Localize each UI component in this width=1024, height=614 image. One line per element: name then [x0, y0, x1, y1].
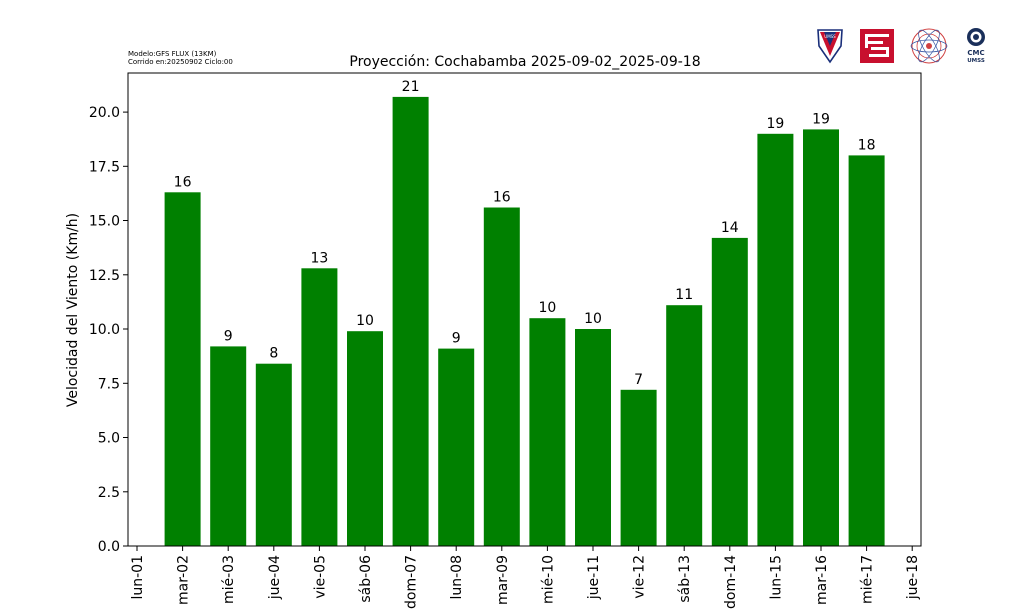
- data-label: 10: [538, 300, 556, 316]
- y-tick-label: 7.5: [98, 376, 120, 392]
- x-tick-label: sáb-13: [677, 555, 693, 603]
- data-label: 11: [675, 287, 693, 303]
- bar: [392, 96, 429, 547]
- bar: [575, 329, 611, 546]
- x-tick-label: vie-05: [312, 555, 328, 599]
- svg-text:CMC: CMC: [967, 49, 984, 57]
- y-axis-label: Velocidad del Viento (Km/h): [65, 213, 81, 407]
- x-tick-label: mar-09: [495, 555, 511, 605]
- x-tick-label: lun-15: [768, 555, 784, 600]
- data-label: 21: [402, 79, 420, 95]
- data-labels: 16 9 8 13 10 21 9 16 10 10 7 11 14 19 19 18: [174, 79, 876, 388]
- bar: [666, 305, 703, 546]
- logo-strip: UMSS CMC UMSS: [815, 26, 989, 66]
- data-label: 18: [858, 137, 876, 153]
- run-info: Corrido en:20250902 Ciclo:00: [128, 58, 233, 66]
- data-label: 16: [493, 190, 511, 206]
- bar: [301, 268, 338, 546]
- umss-shield-logo: UMSS: [817, 29, 843, 64]
- bar: [620, 389, 657, 546]
- x-tick-label: jue-11: [586, 555, 602, 600]
- y-tick-label: 0.0: [98, 539, 120, 555]
- x-tick-label: dom-14: [723, 555, 739, 609]
- x-tick-label: jue-18: [905, 555, 921, 600]
- x-tick-label: mar-02: [176, 555, 192, 605]
- x-tick-label: mié-03: [221, 555, 237, 604]
- bar: [848, 155, 885, 546]
- bar: [255, 363, 292, 546]
- data-label: 9: [224, 328, 233, 344]
- bar: [757, 133, 794, 547]
- data-label: 10: [356, 313, 374, 329]
- bar: [711, 237, 748, 546]
- cmc-logo: CMC UMSS: [967, 28, 985, 64]
- y-tick-label: 20.0: [89, 105, 120, 121]
- y-tick-label: 17.5: [89, 159, 120, 175]
- bar: [803, 129, 839, 546]
- x-tick-label: sáb-06: [358, 555, 374, 603]
- x-tick-label: mié-10: [540, 555, 556, 604]
- bar: [483, 207, 520, 546]
- x-tick-label: vie-12: [632, 555, 648, 599]
- data-label: 8: [269, 346, 278, 362]
- data-label: 10: [584, 311, 602, 327]
- chart-title: Proyección: Cochabamba 2025-09-02_2025-0…: [349, 54, 700, 70]
- x-tick-label: lun-08: [449, 555, 465, 600]
- fcyt-logo: [860, 29, 894, 63]
- y-tick-label: 2.5: [98, 485, 120, 501]
- bar: [164, 192, 201, 547]
- data-label: 19: [766, 116, 784, 132]
- plot-frame: [127, 72, 922, 547]
- data-label: 9: [452, 331, 461, 347]
- bar: [529, 318, 566, 546]
- y-tick-label: 5.0: [98, 431, 120, 447]
- bars: [164, 96, 885, 547]
- svg-text:UMSS: UMSS: [967, 58, 985, 64]
- bar: [438, 348, 475, 546]
- bar: [347, 331, 383, 546]
- data-label: 7: [634, 372, 643, 388]
- bar: [210, 346, 247, 546]
- x-tick-label: jue-04: [267, 555, 283, 600]
- svg-text:UMSS: UMSS: [824, 34, 836, 39]
- y-tick-label: 15.0: [89, 214, 120, 230]
- x-tick-label: lun-01: [130, 555, 146, 600]
- data-label: 19: [812, 111, 830, 127]
- x-tick-label: mar-16: [814, 555, 830, 605]
- data-label: 14: [721, 220, 739, 236]
- data-label: 16: [174, 174, 192, 190]
- model-info: Modelo:GFS FLUX (13KM): [128, 50, 217, 58]
- data-label: 13: [310, 250, 328, 266]
- y-tick-label: 10.0: [89, 322, 120, 338]
- y-axis: 0.0 2.5 5.0 7.5 10.0 12.5 15.0 17.5 20.0: [89, 105, 128, 555]
- faculty-seal-logo: [910, 28, 948, 64]
- x-tick-label: dom-07: [404, 555, 420, 609]
- x-axis: lun-01 mar-02 mié-03 jue-04 vie-05 sáb-06 dom-…: [130, 546, 921, 609]
- y-tick-label: 12.5: [89, 268, 120, 284]
- x-tick-label: mié-17: [860, 555, 876, 604]
